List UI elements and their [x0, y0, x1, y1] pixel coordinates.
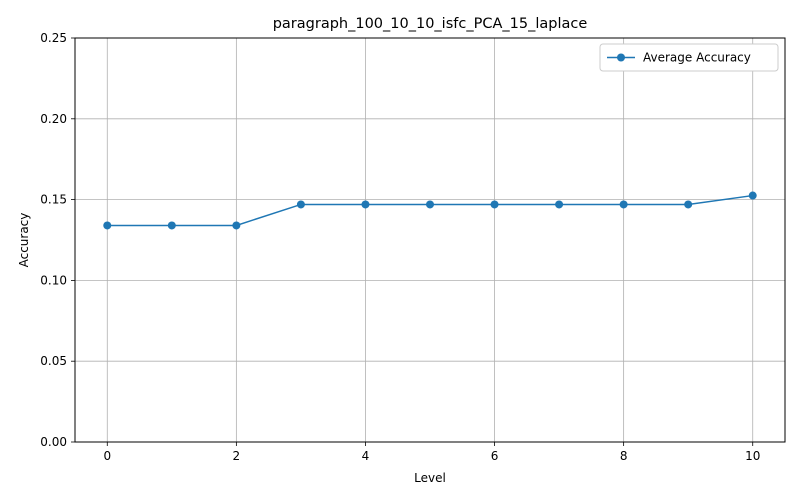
- legend-label: Average Accuracy: [643, 51, 751, 65]
- data-point: [167, 221, 176, 230]
- x-tick-label: 10: [745, 449, 760, 463]
- data-point: [555, 200, 564, 209]
- data-point: [232, 221, 241, 230]
- x-tick-label: 0: [103, 449, 111, 463]
- series-line: [107, 194, 753, 227]
- y-tick-label: 0.05: [40, 354, 67, 368]
- y-tick-label: 0.15: [40, 193, 67, 207]
- y-axis-label: Accuracy: [17, 213, 31, 268]
- legend-marker: [617, 53, 625, 62]
- data-point: [490, 200, 499, 209]
- grid-lines: [75, 37, 785, 443]
- series-layer: [103, 191, 757, 230]
- x-axis-ticks: 0 2 4 6 8 10: [103, 442, 760, 463]
- data-point: [684, 200, 693, 209]
- y-tick-label: 0.10: [40, 273, 67, 287]
- plot-frame: [74, 37, 786, 443]
- y-axis-ticks: 0.00 0.05 0.10 0.15 0.20 0.25: [40, 31, 75, 449]
- data-point: [103, 221, 112, 230]
- x-axis-label: Level: [414, 471, 446, 485]
- x-tick-label: 2: [233, 449, 241, 463]
- chart-title: paragraph_100_10_10_isfc_PCA_15_laplace: [273, 16, 588, 32]
- y-tick-label: 0.00: [40, 435, 67, 449]
- x-tick-label: 6: [491, 449, 499, 463]
- x-tick-label: 8: [620, 449, 628, 463]
- legend: Average Accuracy: [599, 43, 779, 72]
- y-tick-label: 0.20: [40, 112, 67, 126]
- y-tick-label: 0.25: [40, 31, 67, 45]
- data-point: [426, 200, 434, 209]
- data-point: [619, 200, 628, 209]
- x-tick-label: 4: [362, 449, 370, 463]
- legend-box: [599, 43, 779, 72]
- data-point: [748, 191, 757, 200]
- data-point: [296, 200, 305, 209]
- data-point: [361, 200, 370, 209]
